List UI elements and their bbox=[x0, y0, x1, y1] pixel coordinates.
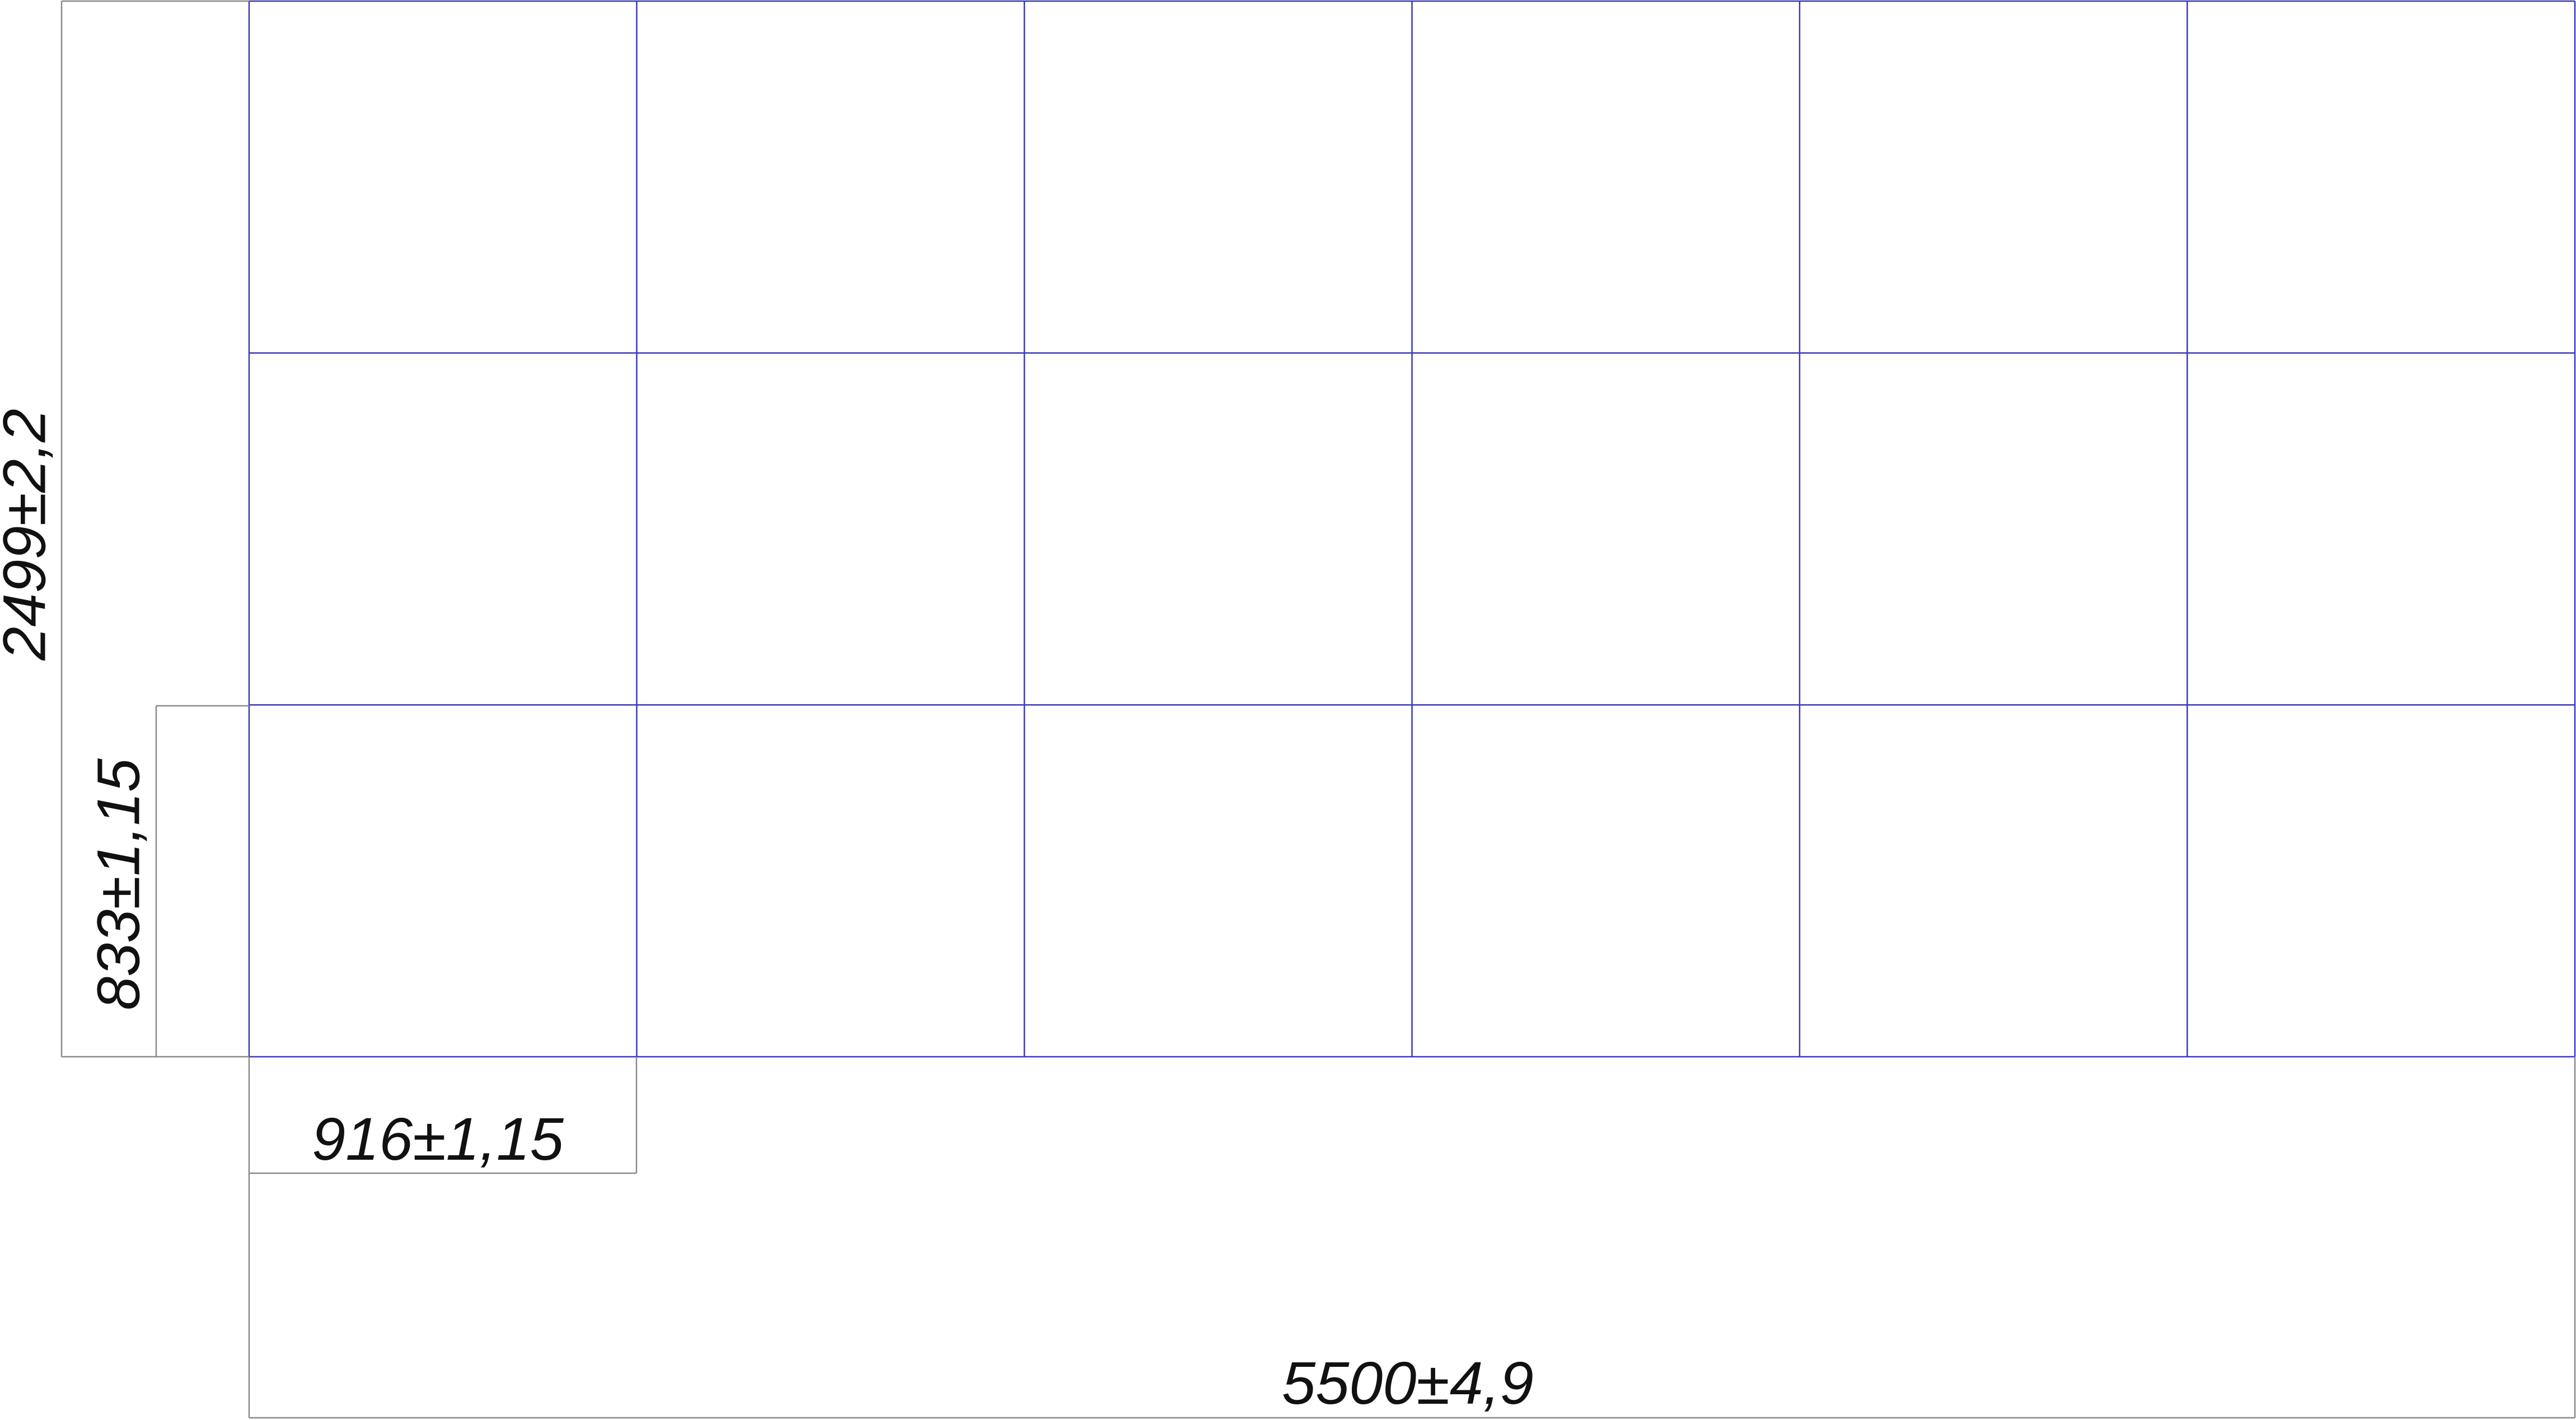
row-height-label: 833±1,15 bbox=[85, 758, 152, 1010]
overall-height-label: 2499±2,2 bbox=[0, 409, 58, 661]
dimension-labels: 2499±2,2 833±1,15 916±1,15 5500±4,9 bbox=[0, 409, 1534, 1417]
dimension-lines bbox=[60, 0, 2576, 1419]
overall-width-label: 5500±4,9 bbox=[1282, 1349, 1534, 1417]
column-width-label: 916±1,15 bbox=[312, 1105, 564, 1173]
tile-grid bbox=[248, 0, 2576, 1058]
